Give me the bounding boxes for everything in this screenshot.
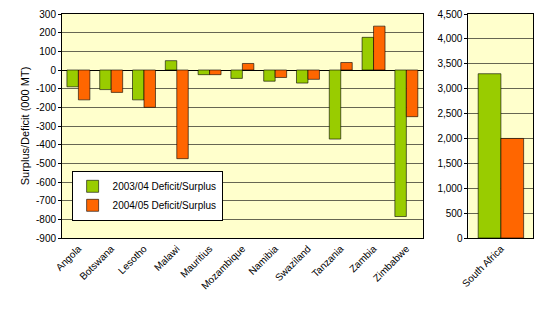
svg-text:South Africa: South Africa <box>460 243 506 289</box>
svg-text:-100: -100 <box>36 83 56 94</box>
svg-text:4,500: 4,500 <box>437 9 462 20</box>
svg-text:Malawi: Malawi <box>152 243 182 273</box>
svg-text:Zimbabwe: Zimbabwe <box>371 243 412 284</box>
svg-text:1,500: 1,500 <box>437 158 462 169</box>
svg-text:-600: -600 <box>36 177 56 188</box>
svg-text:Zambia: Zambia <box>347 243 379 275</box>
svg-text:Tanzania: Tanzania <box>310 243 346 279</box>
svg-text:-800: -800 <box>36 214 56 225</box>
svg-text:-300: -300 <box>36 121 56 132</box>
svg-text:Namibia: Namibia <box>246 243 280 277</box>
svg-text:Angola: Angola <box>54 243 84 273</box>
svg-text:0: 0 <box>50 65 56 76</box>
svg-text:2,500: 2,500 <box>437 108 462 119</box>
svg-text:Mauritius: Mauritius <box>178 243 214 279</box>
svg-text:4,000: 4,000 <box>437 33 462 44</box>
svg-text:Swaziland: Swaziland <box>273 243 313 283</box>
svg-text:200: 200 <box>39 27 56 38</box>
svg-text:3,000: 3,000 <box>437 83 462 94</box>
svg-text:Botswana: Botswana <box>77 243 116 282</box>
svg-text:-400: -400 <box>36 139 56 150</box>
svg-text:Surplus/Deficit (000 MT): Surplus/Deficit (000 MT) <box>19 67 31 186</box>
svg-text:500: 500 <box>446 208 463 219</box>
svg-text:Mozambique: Mozambique <box>199 243 248 292</box>
svg-text:2003/04 Deficit/Surplus: 2003/04 Deficit/Surplus <box>113 181 216 192</box>
svg-text:-900: -900 <box>36 233 56 244</box>
svg-text:300: 300 <box>39 9 56 20</box>
svg-text:Lesotho: Lesotho <box>116 243 149 276</box>
svg-text:-500: -500 <box>36 158 56 169</box>
svg-text:2,000: 2,000 <box>437 133 462 144</box>
svg-text:-700: -700 <box>36 195 56 206</box>
svg-text:3,500: 3,500 <box>437 58 462 69</box>
svg-text:0: 0 <box>457 233 463 244</box>
svg-text:2004/05 Deficit/Surplus: 2004/05 Deficit/Surplus <box>113 200 216 211</box>
svg-text:1,000: 1,000 <box>437 183 462 194</box>
svg-text:-200: -200 <box>36 102 56 113</box>
svg-text:100: 100 <box>39 46 56 57</box>
